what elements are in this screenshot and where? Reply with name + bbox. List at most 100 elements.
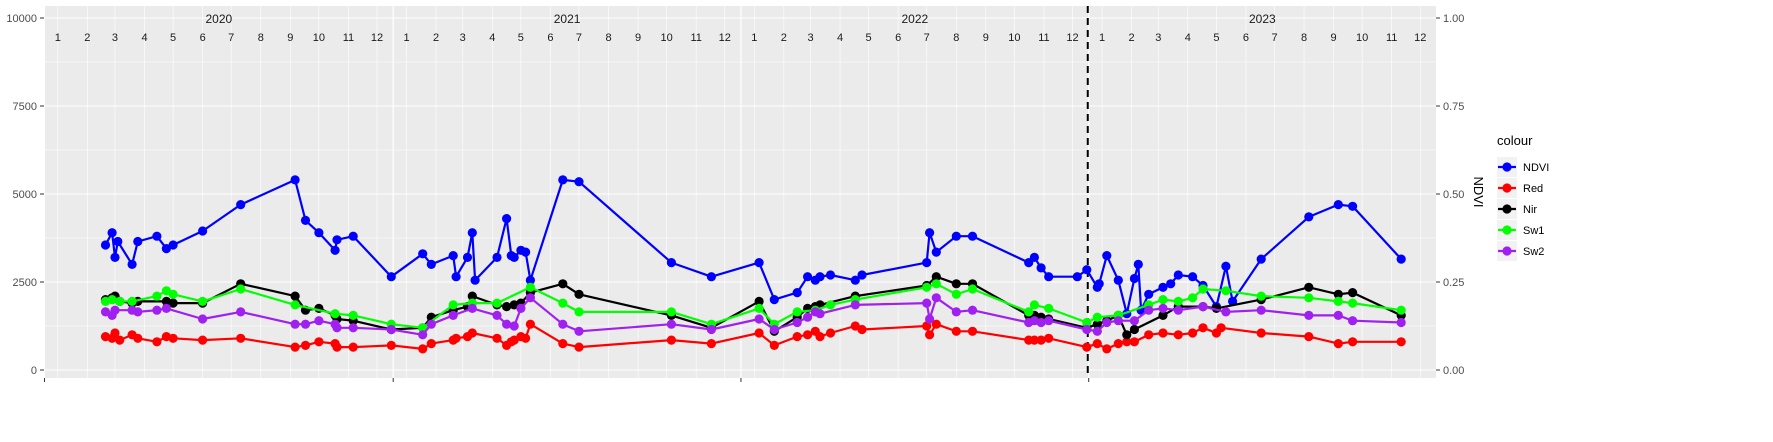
data-point-nir: [1122, 330, 1132, 340]
data-point-red: [1348, 337, 1358, 347]
data-point-ndvi: [198, 226, 208, 236]
data-point-red: [110, 328, 120, 338]
month-label: 3: [807, 32, 813, 44]
data-point-ndvi: [574, 177, 584, 187]
data-point-red: [1102, 344, 1112, 354]
month-label: 10: [661, 32, 673, 44]
data-point-ndvi: [1221, 261, 1231, 271]
y-right-tick-label: 0.50: [1443, 189, 1464, 201]
data-point-sw1: [951, 289, 961, 299]
data-point-sw2: [925, 314, 935, 324]
data-point-sw2: [931, 293, 941, 303]
month-label: 1: [403, 32, 409, 44]
month-label: 7: [1271, 32, 1277, 44]
month-label: 10: [1356, 32, 1368, 44]
data-point-nir: [754, 296, 764, 306]
data-point-sw1: [931, 279, 941, 289]
data-point-ndvi: [314, 228, 324, 238]
data-point-nir: [931, 272, 941, 282]
month-label: 1: [751, 32, 757, 44]
legend-label-sw2: Sw2: [1523, 246, 1544, 258]
data-point-red: [792, 332, 802, 342]
data-point-sw1: [1221, 286, 1231, 296]
data-point-ndvi: [451, 272, 461, 282]
data-point-sw1: [290, 300, 300, 310]
y-left-tick-label: 5000: [13, 189, 37, 201]
data-point-red: [152, 337, 162, 347]
data-point-ndvi: [925, 228, 935, 238]
data-point-ndvi: [1304, 212, 1314, 222]
data-point-ndvi: [152, 231, 162, 241]
legend-key-point: [1502, 246, 1512, 256]
data-point-red: [467, 328, 477, 338]
data-point-sw2: [850, 300, 860, 310]
month-label: 9: [635, 32, 641, 44]
data-point-sw1: [1188, 293, 1198, 303]
data-point-sw2: [967, 305, 978, 315]
data-point-ndvi: [290, 175, 300, 185]
data-point-red: [1396, 337, 1406, 347]
data-point-ndvi: [330, 245, 340, 255]
month-label: 8: [953, 32, 959, 44]
data-point-red: [769, 340, 779, 350]
series-layer: [100, 175, 1406, 354]
data-point-red: [1044, 333, 1054, 343]
data-point-sw2: [1144, 305, 1154, 315]
data-point-sw2: [198, 314, 208, 324]
data-point-sw1: [152, 291, 162, 301]
data-point-sw1: [1044, 303, 1054, 313]
month-label: 8: [258, 32, 264, 44]
data-point-sw1: [558, 298, 568, 308]
year-label: 2023: [1249, 12, 1276, 26]
data-point-ndvi: [1029, 252, 1039, 262]
legend: colour NDVI Red Nir Sw1 Sw2: [1497, 133, 1549, 261]
data-point-sw2: [300, 319, 311, 329]
data-point-sw2: [516, 303, 526, 313]
data-point-sw1: [330, 309, 340, 319]
month-label: 6: [895, 32, 901, 44]
data-point-ndvi: [107, 228, 117, 238]
data-point-sw1: [922, 282, 932, 292]
month-label: 1: [55, 32, 61, 44]
data-point-ndvi: [448, 251, 458, 261]
data-point-sw2: [706, 324, 717, 335]
y-right-tick-label: 1.00: [1443, 13, 1464, 25]
data-point-sw2: [1113, 316, 1123, 326]
data-point-nir: [1129, 324, 1139, 335]
data-point-red: [418, 344, 428, 354]
month-label: 11: [690, 32, 701, 44]
data-point-sw2: [951, 307, 961, 317]
data-point-red: [931, 319, 941, 329]
data-point-sw1: [1333, 296, 1343, 306]
data-point-ndvi: [1129, 273, 1139, 284]
data-point-nir: [168, 298, 178, 308]
month-label: 7: [924, 32, 930, 44]
month-label: 10: [313, 32, 325, 44]
data-point-sw1: [348, 310, 358, 320]
data-point-sw1: [1198, 284, 1208, 294]
year-label: 2021: [554, 12, 581, 26]
month-label: 1: [1099, 32, 1105, 44]
data-point-red: [451, 333, 461, 343]
data-point-red: [706, 339, 717, 349]
data-point-sw2: [769, 324, 779, 335]
data-point-sw2: [290, 319, 300, 329]
data-point-red: [525, 319, 536, 329]
data-point-sw2: [332, 323, 342, 333]
data-point-ndvi: [300, 215, 311, 225]
data-point-sw2: [509, 321, 519, 331]
data-point-red: [857, 324, 867, 335]
data-point-sw2: [133, 307, 143, 317]
data-point-red: [236, 333, 246, 343]
data-point-sw1: [574, 307, 584, 317]
data-point-sw2: [502, 319, 512, 329]
month-label: 5: [866, 32, 872, 44]
data-point-ndvi: [110, 252, 120, 262]
data-point-ndvi: [1036, 263, 1046, 273]
data-point-red: [133, 333, 143, 343]
plot-panel: [44, 6, 1436, 378]
data-point-sw1: [107, 295, 117, 305]
data-point-red: [168, 333, 178, 343]
